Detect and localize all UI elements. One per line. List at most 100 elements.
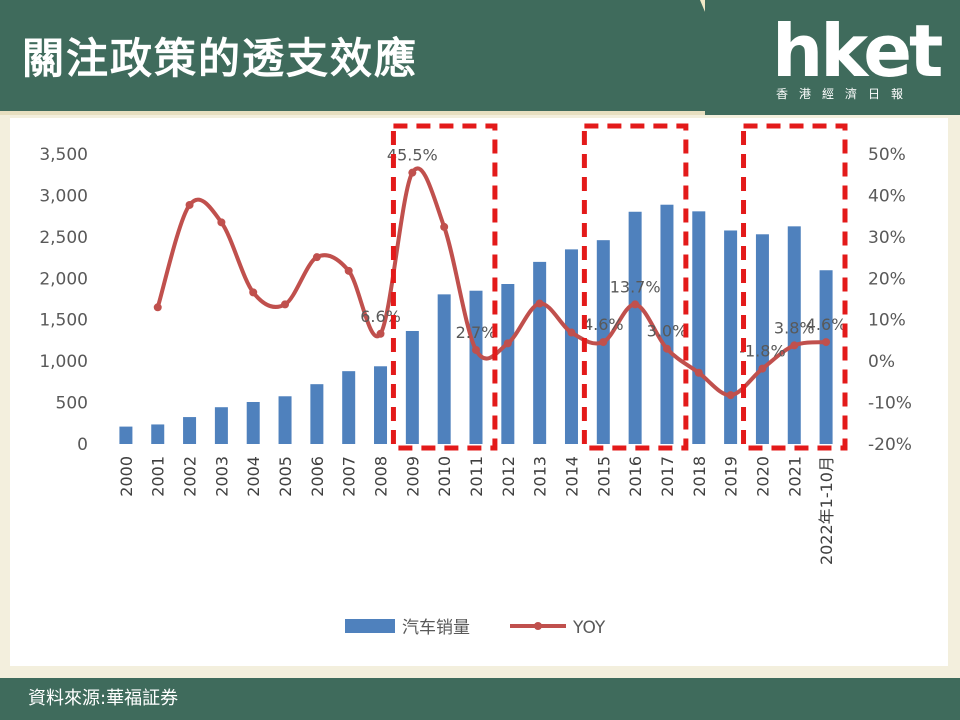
yoy-point-2007 — [344, 266, 353, 275]
right-axis-tick: 10% — [868, 311, 906, 331]
yoy-point-2013 — [535, 299, 544, 308]
bar-2018 — [692, 211, 706, 444]
x-axis-tick: 2019 — [722, 456, 741, 497]
bar-2002 — [183, 417, 197, 444]
yoy-point-2014 — [567, 328, 576, 337]
right-axis-tick: 30% — [868, 228, 906, 248]
highlight-box — [741, 123, 848, 451]
bar-2010 — [437, 294, 451, 444]
yoy-point-2021 — [790, 341, 799, 350]
yoy-data-label: 4.6% — [806, 315, 847, 334]
bar-2004 — [246, 401, 260, 444]
sales-yoy-chart: 0 500 1,000 1,500 2,000 2,500 3,000 3,500 -20% -1… — [39, 123, 912, 638]
legend-bar-swatch — [345, 619, 395, 633]
legend-bar-label: 汽车销量 — [402, 618, 470, 638]
bar-2000 — [119, 426, 133, 444]
yoy-point-2011 — [472, 345, 480, 354]
x-axis-tick: 2010 — [435, 456, 454, 497]
bar-2020 — [755, 234, 769, 444]
left-axis-tick: 500 — [56, 394, 88, 414]
legend-line-marker — [534, 622, 542, 630]
x-axis-tick: 2015 — [594, 456, 613, 497]
chart-card: 0 500 1,000 1,500 2,000 2,500 3,000 3,500 -20% -1… — [10, 118, 948, 666]
bar-2019 — [724, 230, 738, 444]
footer-bar: 資料來源:華福証券 — [0, 678, 960, 720]
x-axis-tick: 2020 — [753, 456, 772, 497]
yoy-data-label: 3.8% — [774, 318, 815, 337]
yoy-point-2022年1-10月 — [822, 338, 831, 347]
x-axis-tick: 2006 — [308, 456, 327, 497]
x-axis-tick: 2009 — [403, 456, 422, 497]
bar-2003 — [214, 407, 228, 444]
bar-2016 — [628, 211, 642, 444]
x-axis-tick: 2013 — [531, 456, 550, 497]
source-note: 資料來源:華福証券 — [28, 688, 179, 709]
left-axis-tick: 3,000 — [39, 186, 88, 206]
x-axis-tick: 2021 — [785, 456, 804, 497]
bar-2022年1-10月 — [819, 270, 833, 444]
bar-2014 — [564, 249, 578, 444]
logo-panel — [705, 0, 960, 115]
bar-2005 — [278, 396, 292, 444]
hket-logo: hket — [772, 9, 943, 93]
bar-2007 — [342, 371, 356, 444]
yoy-line — [155, 166, 827, 398]
left-axis-tick: 1,500 — [39, 311, 88, 331]
right-axis-tick: 40% — [868, 186, 906, 206]
yoy-point-2017 — [662, 344, 671, 353]
page-title: 關注政策的透支效應 — [22, 34, 419, 83]
yoy-point-2020 — [758, 364, 767, 373]
bar-2008 — [374, 366, 388, 444]
left-axis-tick: 1,000 — [39, 352, 88, 372]
right-axis-tick: -10% — [868, 394, 912, 414]
yoy-point-2006 — [312, 253, 321, 262]
x-axis-tick: 2017 — [658, 456, 677, 497]
x-axis-tick: 2005 — [276, 456, 295, 497]
x-axis-tick: 2007 — [340, 456, 359, 497]
x-axis-tick: 2022年1-10月 — [817, 456, 836, 565]
yoy-data-label: -1.8% — [739, 342, 785, 361]
right-axis-tick: 50% — [868, 145, 906, 165]
left-axis-tick: 3,500 — [39, 145, 88, 165]
legend-line-label: YOY — [572, 618, 606, 638]
yoy-point-2015 — [599, 338, 608, 347]
yoy-data-label: 6.6% — [360, 307, 401, 326]
hket-logo-subtitle: 香港經濟日報 — [776, 87, 915, 101]
right-axis-tick: 20% — [868, 269, 906, 289]
yoy-point-2019 — [726, 391, 735, 400]
left-axis-tick: 2,000 — [39, 269, 88, 289]
left-axis-tick: 2,500 — [39, 228, 88, 248]
x-axis-tick: 2002 — [181, 456, 200, 497]
right-axis-tick: 0% — [868, 352, 895, 372]
x-axis-tick: 2004 — [244, 456, 263, 497]
x-axis-tick: 2016 — [626, 456, 645, 497]
yoy-data-label: 2.7% — [456, 323, 497, 342]
x-axis-tick: 2012 — [499, 456, 518, 497]
yoy-data-label: 13.7% — [610, 277, 661, 296]
left-axis-tick: 0 — [77, 435, 88, 455]
yoy-point-2018 — [694, 368, 703, 377]
bar-2009 — [405, 330, 419, 444]
right-axis-tick: -20% — [868, 435, 912, 455]
yoy-point-2009 — [408, 168, 417, 177]
bar-2017 — [660, 204, 674, 444]
yoy-point-2008 — [376, 329, 385, 338]
yoy-point-2003 — [217, 218, 226, 227]
x-axis-tick: 2003 — [212, 456, 231, 497]
yoy-data-label: 4.6% — [583, 315, 624, 334]
x-axis-tick: 2000 — [117, 456, 136, 497]
x-axis-tick: 2011 — [467, 456, 486, 497]
x-axis-tick: 2014 — [562, 456, 581, 497]
yoy-point-2012 — [503, 339, 512, 348]
yoy-data-label: 3.0% — [647, 322, 688, 341]
bar-2021 — [787, 226, 801, 444]
yoy-point-2001 — [153, 303, 162, 312]
yoy-point-2010 — [440, 222, 449, 231]
highlight-box — [581, 123, 689, 451]
bar-2012 — [501, 284, 515, 444]
yoy-point-2004 — [249, 288, 258, 297]
bar-2006 — [310, 384, 324, 444]
highlight-box — [390, 123, 498, 451]
x-axis-tick: 2018 — [690, 456, 709, 497]
yoy-point-2016 — [631, 300, 640, 309]
